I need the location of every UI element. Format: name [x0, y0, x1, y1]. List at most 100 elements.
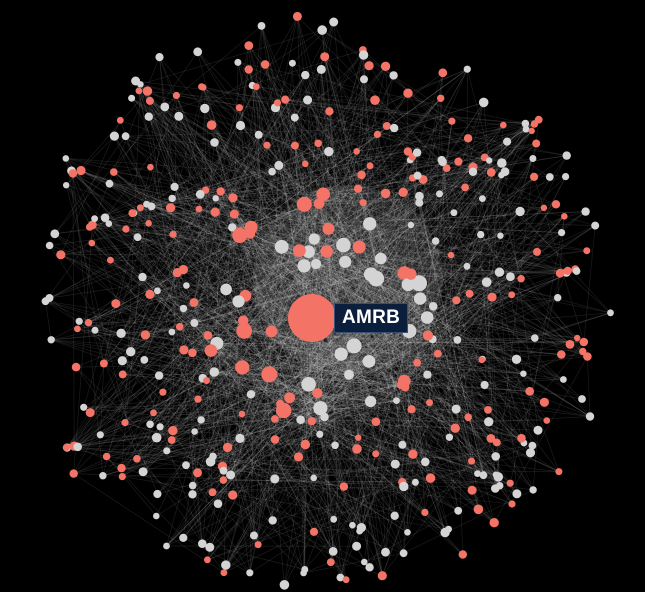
graph-node-red[interactable]	[539, 397, 550, 407]
graph-node-grey[interactable]	[62, 182, 70, 189]
graph-node-grey[interactable]	[356, 527, 363, 535]
graph-node-red[interactable]	[76, 165, 86, 176]
graph-node-red[interactable]	[543, 417, 551, 424]
graph-node-red[interactable]	[118, 370, 127, 379]
graph-node-red[interactable]	[271, 415, 279, 423]
graph-node-red[interactable]	[355, 434, 362, 441]
graph-node-grey[interactable]	[363, 217, 377, 231]
graph-node-grey[interactable]	[254, 130, 263, 139]
graph-node-red[interactable]	[565, 340, 575, 349]
graph-node-red[interactable]	[228, 193, 238, 203]
graph-node-grey[interactable]	[486, 157, 493, 164]
graph-node-grey[interactable]	[190, 319, 199, 327]
graph-node-grey[interactable]	[220, 283, 232, 296]
graph-node-red[interactable]	[478, 356, 486, 364]
graph-node-red[interactable]	[373, 130, 381, 138]
graph-node-grey[interactable]	[160, 102, 170, 112]
graph-node-red[interactable]	[433, 349, 442, 358]
graph-node-grey[interactable]	[498, 171, 505, 179]
graph-node-red[interactable]	[175, 322, 184, 331]
graph-node-red[interactable]	[238, 410, 246, 418]
graph-node-red[interactable]	[88, 220, 97, 230]
graph-node-grey[interactable]	[545, 173, 554, 181]
graph-node-grey[interactable]	[585, 412, 595, 421]
graph-node-red[interactable]	[193, 468, 202, 478]
graph-node-grey[interactable]	[179, 304, 188, 313]
graph-node-grey[interactable]	[375, 252, 387, 265]
graph-node-grey[interactable]	[407, 221, 415, 229]
graph-node-red[interactable]	[447, 251, 455, 259]
graph-node-grey[interactable]	[228, 223, 237, 232]
graph-node-grey[interactable]	[453, 336, 462, 344]
graph-node-grey[interactable]	[297, 259, 311, 273]
graph-node-grey[interactable]	[529, 155, 537, 162]
graph-node-grey[interactable]	[221, 560, 231, 570]
graph-node-red[interactable]	[88, 239, 96, 247]
graph-node-grey[interactable]	[91, 215, 98, 223]
graph-node-grey[interactable]	[96, 431, 104, 439]
graph-node-grey[interactable]	[562, 173, 570, 181]
graph-node-red[interactable]	[353, 184, 363, 193]
graph-node-grey[interactable]	[270, 474, 280, 484]
graph-node-red[interactable]	[133, 455, 141, 463]
graph-node-red[interactable]	[468, 457, 475, 465]
graph-node-grey[interactable]	[481, 277, 492, 288]
graph-node-grey[interactable]	[363, 267, 378, 282]
graph-node-red[interactable]	[56, 250, 66, 260]
graph-node-red[interactable]	[555, 268, 565, 278]
graph-node-grey[interactable]	[454, 506, 463, 515]
graph-node-red[interactable]	[359, 199, 367, 207]
graph-node-grey[interactable]	[154, 371, 164, 380]
graph-node-grey[interactable]	[358, 50, 369, 60]
graph-node-grey[interactable]	[153, 489, 162, 499]
graph-node-grey[interactable]	[288, 59, 296, 67]
graph-node-red[interactable]	[525, 386, 535, 396]
graph-node-red[interactable]	[281, 95, 290, 104]
graph-node-grey[interactable]	[399, 481, 409, 492]
graph-node-red[interactable]	[110, 168, 118, 176]
graph-node-red[interactable]	[228, 490, 238, 500]
graph-node-grey[interactable]	[415, 191, 424, 201]
graph-node-red[interactable]	[377, 571, 387, 581]
graph-node-grey[interactable]	[503, 137, 512, 146]
graph-node-grey[interactable]	[235, 120, 246, 131]
graph-node-red[interactable]	[450, 423, 460, 433]
graph-node-red[interactable]	[307, 417, 316, 426]
graph-node-grey[interactable]	[525, 448, 536, 458]
graph-node-red[interactable]	[442, 164, 451, 173]
graph-node-grey[interactable]	[205, 542, 215, 552]
graph-node-red[interactable]	[145, 220, 152, 227]
graph-node-red[interactable]	[551, 200, 561, 209]
graph-node-red[interactable]	[68, 169, 78, 178]
graph-node-red[interactable]	[71, 362, 81, 372]
graph-node-red[interactable]	[147, 163, 154, 171]
graph-node-red[interactable]	[467, 485, 477, 495]
graph-node-grey[interactable]	[349, 521, 356, 529]
graph-node-grey[interactable]	[339, 255, 352, 268]
graph-node-red[interactable]	[458, 550, 467, 559]
graph-node-grey[interactable]	[521, 119, 530, 128]
graph-node-red[interactable]	[216, 187, 225, 196]
graph-node-grey[interactable]	[235, 433, 245, 443]
graph-node-red[interactable]	[145, 96, 154, 105]
graph-node-grey[interactable]	[336, 573, 345, 582]
graph-node-red[interactable]	[413, 358, 422, 367]
graph-node-red[interactable]	[188, 348, 197, 358]
graph-node-grey[interactable]	[246, 569, 254, 577]
graph-node-red[interactable]	[500, 121, 507, 129]
graph-node-red[interactable]	[296, 196, 312, 212]
graph-node-grey[interactable]	[381, 547, 390, 557]
graph-node-grey[interactable]	[191, 428, 198, 435]
graph-node-red[interactable]	[454, 157, 463, 166]
graph-node-red[interactable]	[484, 406, 492, 414]
graph-node-red[interactable]	[236, 323, 253, 339]
graph-node-grey[interactable]	[179, 533, 188, 543]
graph-node-red[interactable]	[270, 435, 280, 444]
graph-node-grey[interactable]	[234, 58, 242, 66]
graph-node-red[interactable]	[260, 60, 270, 69]
graph-node-grey[interactable]	[497, 232, 504, 239]
graph-node-grey[interactable]	[578, 395, 586, 403]
graph-node-grey[interactable]	[279, 580, 290, 590]
graph-node-red[interactable]	[179, 345, 189, 355]
graph-node-grey[interactable]	[193, 47, 203, 57]
